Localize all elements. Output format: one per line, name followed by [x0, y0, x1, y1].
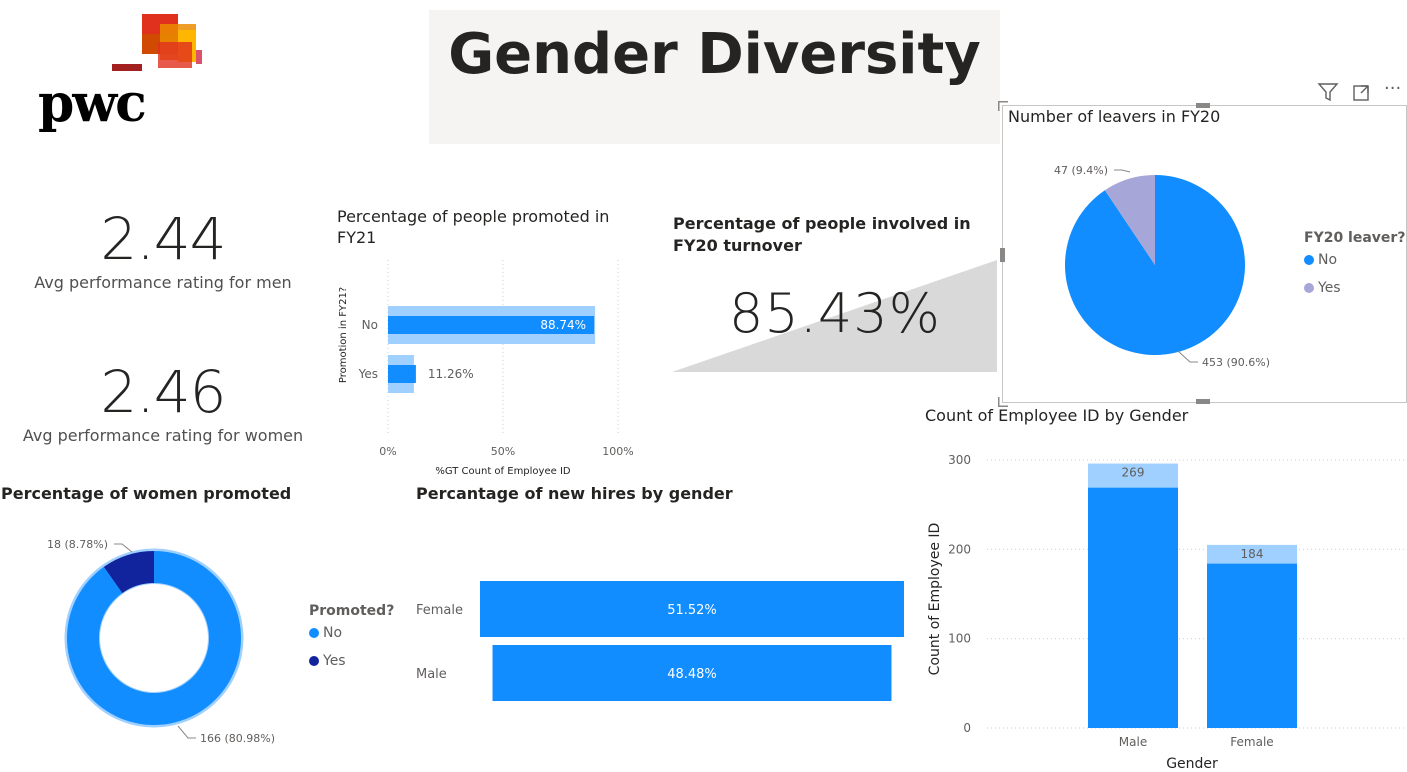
- new-hires-chart[interactable]: 51.52% Female 48.48% Male: [410, 575, 910, 715]
- data-label: 88.74%: [540, 318, 586, 332]
- bar-female: [480, 581, 904, 637]
- page-title: Gender Diversity: [448, 22, 981, 87]
- x-tick-label: Female: [1230, 735, 1273, 749]
- donut-slice-yes: [103, 551, 154, 594]
- kpi-women-label: Avg performance rating for women: [22, 426, 304, 445]
- women-promoted-legend: Promoted? No Yes: [309, 603, 394, 675]
- visual-toolbar-icons: [1317, 83, 1369, 102]
- data-label: 11.26%: [428, 367, 474, 381]
- turnover-gauge-shape: [672, 260, 997, 372]
- bar-female: [1207, 563, 1297, 728]
- leavers-legend-yes-label: Yes: [1318, 280, 1341, 296]
- pwc-logo: pwc: [38, 12, 208, 137]
- promoted-chart[interactable]: 0% 50% 100% No 88.74% Yes 11.26% %GT Count of E…: [330, 250, 650, 480]
- category-label: Yes: [358, 367, 378, 381]
- visual-toolbar: ···: [1316, 78, 1407, 104]
- y-tick-label: 0: [963, 721, 971, 735]
- leavers-legend-no-label: No: [1318, 252, 1338, 268]
- y-tick-label: 300: [948, 453, 971, 467]
- turnover-wedge: [672, 260, 997, 372]
- women-legend-yes-label: Yes: [323, 653, 346, 669]
- data-label: 269: [1122, 466, 1145, 480]
- leader-line: [1177, 350, 1198, 363]
- data-label-no: 453 (90.6%): [1202, 356, 1270, 369]
- gender-count-chart[interactable]: 0 100 200 300 269 Male 184 Female Gender Count of…: [917, 450, 1407, 770]
- x-tick-label: 100%: [602, 445, 633, 458]
- data-label: 184: [1241, 547, 1264, 561]
- leader-line: [177, 725, 196, 739]
- leavers-pie[interactable]: 47 (9.4%) 453 (90.6%): [1010, 140, 1300, 400]
- data-label-no: 166 (80.98%): [200, 732, 275, 745]
- y-axis-label: Promotion in FY21?: [338, 287, 349, 383]
- pie-slice-yes: [1104, 175, 1155, 265]
- category-label: No: [362, 318, 378, 332]
- leavers-legend: FY20 leaver? No Yes: [1304, 230, 1405, 302]
- legend-dot: [309, 656, 319, 666]
- data-label: 48.48%: [667, 667, 717, 682]
- new-hires-title: Percantage of new hires by gender: [416, 484, 733, 503]
- leavers-chart-title: Number of leavers in FY20: [1008, 107, 1221, 126]
- women-legend-title: Promoted?: [309, 603, 395, 619]
- women-promoted-donut[interactable]: 18 (8.78%) 166 (80.98%): [0, 530, 300, 760]
- title-banner: [429, 10, 1000, 144]
- focus-mode-icon[interactable]: [1353, 85, 1369, 101]
- bar-no: [388, 316, 595, 334]
- turnover-title: Percentage of people involved in FY20 tu…: [673, 214, 971, 255]
- y-tick-label: 100: [948, 632, 971, 646]
- category-label: Female: [416, 603, 463, 618]
- data-label-yes: 47 (9.4%): [1054, 164, 1108, 177]
- bar-male: [492, 645, 892, 701]
- legend-dot: [309, 628, 319, 638]
- donut-slice-no: [66, 551, 241, 725]
- women-promoted-title: Percentage of women promoted: [1, 484, 292, 503]
- promoted-chart-title: Percentage of people promoted in FY21: [337, 207, 610, 247]
- x-axis-label: %GT Count of Employee ID: [435, 466, 571, 477]
- x-tick-label: 0%: [379, 445, 396, 458]
- kpi-men-value: 2.44: [100, 205, 226, 273]
- x-axis-label: Gender: [1166, 756, 1218, 770]
- leavers-legend-no[interactable]: No: [1304, 246, 1405, 274]
- legend-dot: [1304, 283, 1314, 293]
- x-tick-label: Male: [1119, 735, 1147, 749]
- data-label-yes: 18 (8.78%): [47, 538, 108, 551]
- pwc-logo-text: pwc: [38, 73, 147, 134]
- women-legend-no-label: No: [323, 625, 343, 641]
- kpi-women-value: 2.46: [100, 358, 226, 426]
- x-tick-label: 50%: [491, 445, 515, 458]
- leavers-legend-title: FY20 leaver?: [1304, 230, 1406, 246]
- kpi-men: 2.44 Avg performance rating for men: [0, 205, 326, 292]
- turnover-value: 85.43%: [729, 282, 941, 345]
- women-legend-no[interactable]: No: [309, 619, 394, 647]
- leavers-legend-yes[interactable]: Yes: [1304, 274, 1405, 302]
- gender-count-chart-title: Count of Employee ID by Gender: [925, 406, 1189, 425]
- y-tick-label: 200: [948, 542, 971, 556]
- more-options-icon[interactable]: ···: [1384, 78, 1402, 99]
- kpi-men-label: Avg performance rating for men: [34, 273, 292, 292]
- bar-male: [1088, 487, 1178, 728]
- bar-yes: [388, 365, 416, 383]
- leader-line: [1114, 169, 1131, 173]
- filter-icon[interactable]: [1317, 83, 1339, 102]
- y-axis-label: Count of Employee ID: [927, 523, 943, 676]
- donut-hole: [100, 584, 208, 692]
- leader-line: [114, 543, 133, 553]
- pwc-logo-mark: [112, 14, 202, 71]
- data-label: 51.52%: [667, 603, 717, 618]
- women-legend-yes[interactable]: Yes: [309, 647, 394, 675]
- selection-handles: [998, 101, 1210, 407]
- legend-dot: [1304, 255, 1314, 265]
- kpi-women: 2.46 Avg performance rating for women: [0, 358, 326, 445]
- category-label: Male: [416, 667, 447, 682]
